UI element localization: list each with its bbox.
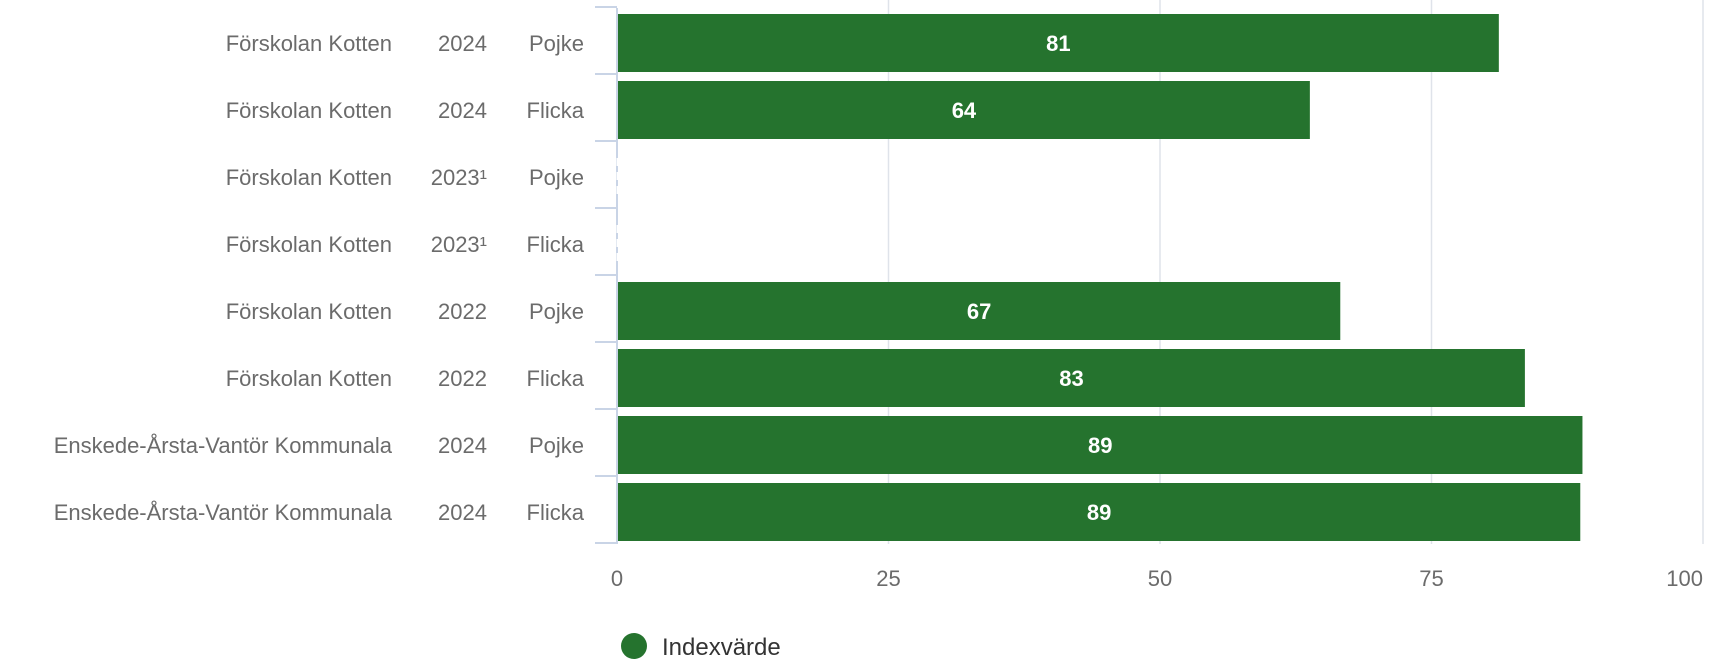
bar-7[interactable] <box>618 483 1581 541</box>
data-label-0: 81 <box>1046 31 1070 56</box>
x-axis-ticks: 0 25 50 75 100 <box>611 566 1703 591</box>
category-label-year: 2023¹ <box>431 232 487 257</box>
category-label-unit: Enskede-Årsta-Vantör Kommunala <box>54 500 393 525</box>
bar-6[interactable] <box>618 416 1583 474</box>
bar-1[interactable] <box>618 81 1310 139</box>
category-label-gender: Flicka <box>527 232 585 257</box>
bar-4[interactable] <box>618 282 1341 340</box>
category-axis <box>595 6 618 544</box>
legend[interactable]: Indexvärde <box>621 633 781 661</box>
data-label-1: 64 <box>952 98 977 123</box>
category-label-year: 2024 <box>438 500 487 525</box>
data-label-5: 83 <box>1059 366 1083 391</box>
category-label-unit: Förskolan Kotten <box>226 165 392 190</box>
category-label-unit: Förskolan Kotten <box>226 31 392 56</box>
category-label-gender: Flicka <box>527 98 585 123</box>
category-label-year: 2024 <box>438 31 487 56</box>
data-label-7: 89 <box>1087 500 1111 525</box>
category-label-year: 2022 <box>438 299 487 324</box>
x-tick-label-50: 50 <box>1148 566 1172 591</box>
category-label-unit: Förskolan Kotten <box>226 232 392 257</box>
data-label-6: 89 <box>1088 433 1112 458</box>
category-label-gender: Pojke <box>529 31 584 56</box>
legend-label-indexvarde[interactable]: Indexvärde <box>662 634 781 661</box>
bar-5[interactable] <box>618 349 1525 407</box>
x-tick-label-25: 25 <box>876 566 900 591</box>
category-label-unit: Förskolan Kotten <box>226 299 392 324</box>
category-label-unit: Förskolan Kotten <box>226 98 392 123</box>
x-tick-label-100: 100 <box>1666 566 1703 591</box>
category-label-gender: Pojke <box>529 165 584 190</box>
category-label-unit: Förskolan Kotten <box>226 366 392 391</box>
category-label-gender: Pojke <box>529 299 584 324</box>
legend-marker-indexvarde <box>621 633 647 659</box>
category-label-unit: Enskede-Årsta-Vantör Kommunala <box>54 433 393 458</box>
category-label-year: 2022 <box>438 366 487 391</box>
category-label-gender: Flicka <box>527 500 585 525</box>
x-tick-label-75: 75 <box>1419 566 1443 591</box>
category-label-year: 2024 <box>438 98 487 123</box>
category-labels: Förskolan Kotten 2024 Pojke Förskolan Kotte… <box>54 31 585 525</box>
x-tick-label-0: 0 <box>611 566 623 591</box>
data-label-4: 67 <box>967 299 991 324</box>
category-label-year: 2024 <box>438 433 487 458</box>
bars: 81 64 67 83 89 89 <box>616 14 1583 541</box>
bar-0[interactable] <box>618 14 1499 72</box>
category-label-year: 2023¹ <box>431 165 487 190</box>
category-label-gender: Flicka <box>527 366 585 391</box>
category-label-gender: Pojke <box>529 433 584 458</box>
